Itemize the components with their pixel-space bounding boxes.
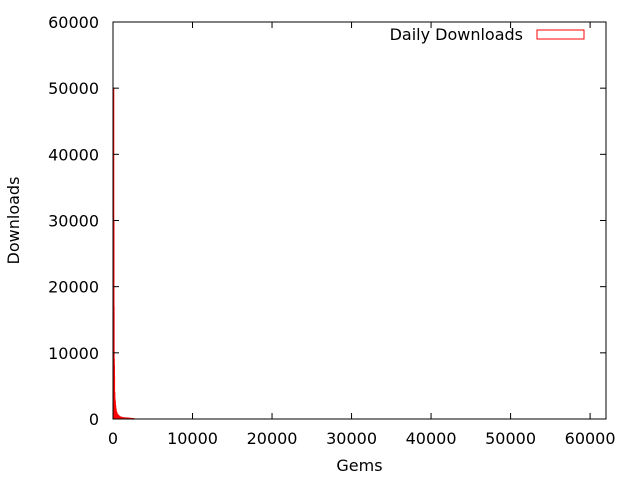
x-tick-label: 10000	[167, 429, 218, 448]
y-tick-label: 60000	[48, 13, 99, 32]
y-tick-label: 30000	[48, 212, 99, 231]
legend: Daily Downloads	[390, 25, 585, 44]
x-tick-label: 0	[108, 429, 118, 448]
x-tick-label: 40000	[406, 429, 457, 448]
x-tick-label: 60000	[565, 429, 616, 448]
y-tick-label: 50000	[48, 79, 99, 98]
ticks-layer: 0 10000 20000 30000 40000 50000 60000 0 10000 200…	[48, 13, 615, 448]
y-axis-label: Downloads	[4, 177, 23, 265]
x-tick-label: 30000	[326, 429, 377, 448]
legend-swatch	[536, 29, 585, 40]
legend-label: Daily Downloads	[390, 25, 523, 44]
x-axis-label: Gems	[336, 456, 382, 475]
x-tick-label: 20000	[247, 429, 298, 448]
y-tick-label: 20000	[48, 278, 99, 297]
y-tick-label: 0	[89, 410, 99, 429]
y-tick-label: 40000	[48, 145, 99, 164]
y-tick-label: 10000	[48, 344, 99, 363]
x-tick-label: 50000	[485, 429, 536, 448]
